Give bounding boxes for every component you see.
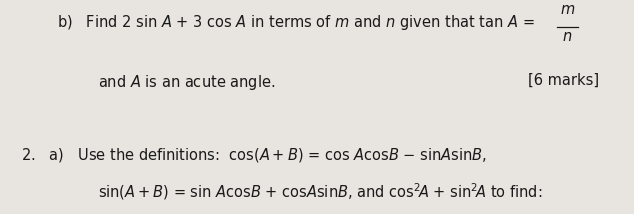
Text: [6 marks]: [6 marks] — [528, 73, 599, 88]
Text: and $A$ is an acute angle.: and $A$ is an acute angle. — [98, 73, 276, 92]
Text: b)   Find 2 sin $A$ + 3 cos $A$ in terms of $m$ and $n$ given that tan $A$ =: b) Find 2 sin $A$ + 3 cos $A$ in terms o… — [57, 13, 534, 32]
Text: $m$: $m$ — [560, 2, 575, 17]
Text: $n$: $n$ — [562, 29, 573, 44]
Text: sin$(A + B)$ = sin $A$cos$B$ + cos$A$sin$B$, and cos$^{2}\!A$ + sin$^{2}\!A$ to : sin$(A + B)$ = sin $A$cos$B$ + cos$A$sin… — [98, 181, 543, 202]
Text: 2.   a)   Use the definitions:  cos$(A + B)$ = cos $A$cos$B$ $-$ sin$A$sin$B$,: 2. a) Use the definitions: cos$(A + B)$ … — [21, 146, 487, 163]
